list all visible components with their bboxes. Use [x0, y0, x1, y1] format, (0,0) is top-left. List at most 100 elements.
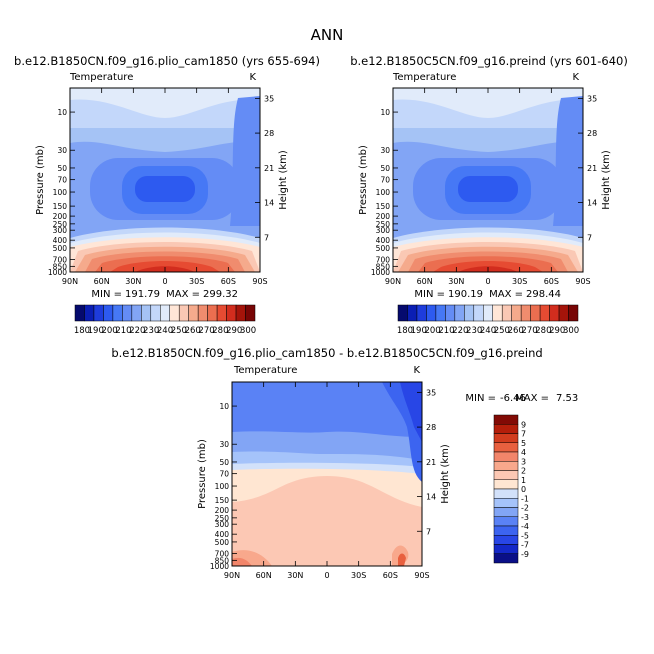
colorbar-label: -3: [521, 513, 529, 522]
colorbar-label: -7: [521, 541, 529, 550]
y-tick-label: 300: [215, 520, 230, 529]
y-tick-label: 70: [380, 176, 390, 185]
y-right-tick-label: 35: [587, 94, 597, 103]
colorbar-swatch: [493, 433, 519, 443]
colorbar-swatch: [511, 304, 522, 322]
colorbar-label: 3: [521, 457, 526, 466]
colorbar-label: 220: [452, 326, 468, 336]
colorbar-label: 9: [521, 420, 526, 429]
stat-max-value: 7.53: [556, 393, 578, 404]
region: [400, 382, 422, 442]
colorbar-swatch: [539, 304, 550, 322]
colorbar-swatch: [483, 304, 493, 322]
panel-preind: b.e12.B1850C5CN.f09_g16.preind (yrs 601-…: [350, 54, 628, 336]
y-tick-label: 100: [376, 188, 391, 197]
x-tick-label: 0: [324, 571, 329, 580]
colorbar-swatch: [84, 304, 95, 322]
colorbar-swatch: [454, 304, 465, 322]
y-tick-label: 50: [219, 458, 229, 467]
colorbar-label: 250: [171, 326, 187, 336]
colorbar-label: 0: [521, 485, 526, 494]
y-tick-label: 30: [57, 146, 67, 155]
y-tick-label: 300: [376, 226, 391, 235]
colorbar-label: -2: [521, 504, 529, 513]
colorbar-label: 240: [157, 326, 173, 336]
colorbar-label: 220: [129, 326, 145, 336]
y-tick-label: 10: [57, 108, 67, 117]
colorbar-swatch: [493, 516, 519, 527]
y-tick-label: 300: [53, 226, 68, 235]
colorbar-swatch: [493, 498, 519, 508]
x-tick-label: 60N: [417, 277, 433, 286]
colorbar-label: 180: [74, 326, 90, 336]
y-tick-label: 200: [376, 212, 391, 221]
x-tick-label: 90N: [385, 277, 401, 286]
colorbar-swatch: [93, 304, 104, 322]
colorbar-swatch: [493, 544, 519, 554]
stat-max-value: 298.44: [526, 289, 561, 300]
figure-title: ANN: [311, 26, 344, 44]
region: [232, 557, 252, 566]
heatmap-fill: [393, 88, 583, 272]
y-tick-label: 1000: [210, 562, 229, 571]
colorbar-swatch: [493, 461, 519, 471]
colorbar-swatch: [493, 535, 519, 545]
y-right-tick-label: 35: [264, 94, 274, 103]
stat-min-value: -6.46: [500, 393, 526, 404]
colorbar-swatch: [530, 304, 541, 322]
colorbar-swatch: [226, 304, 237, 322]
colorbar-swatch: [216, 304, 227, 322]
y-tick-label: 400: [376, 236, 391, 245]
stat-min-label: MIN =: [91, 289, 122, 300]
colorbar-swatch: [435, 304, 446, 322]
colorbar-label: -5: [521, 531, 529, 540]
units-label: K: [249, 72, 256, 83]
y-tick-label: 200: [215, 506, 230, 515]
x-tick-label: 30S: [189, 277, 204, 286]
colorbar-swatch: [150, 304, 161, 322]
y-axis-label: Pressure (mb): [358, 145, 369, 215]
colorbar-label: -1: [521, 494, 529, 503]
x-tick-label: 0: [485, 277, 490, 286]
x-tick-label: 30N: [125, 277, 141, 286]
y-tick-label: 100: [53, 188, 68, 197]
colorbar-swatch: [178, 304, 189, 322]
colorbar-swatch: [74, 304, 85, 322]
colorbar-swatch: [493, 470, 519, 480]
y-tick-label: 250: [215, 514, 230, 523]
panel-difference: b.e12.B1850CN.f09_g16.plio_cam1850 - b.e…: [111, 346, 578, 580]
x-tick-label: 60N: [256, 571, 272, 580]
panel-subtitle: b.e12.B1850CN.f09_g16.plio_cam1850 - b.e…: [111, 346, 542, 360]
colorbar-label: 1: [521, 476, 526, 485]
colorbar-label: 290: [549, 326, 565, 336]
region: [70, 88, 260, 118]
colorbar-swatch: [473, 304, 484, 322]
colorbar-swatch: [112, 304, 123, 322]
colorbar-label: 4: [521, 448, 526, 457]
y-right-tick-label: 21: [264, 164, 274, 173]
colorbar-label: 260: [185, 326, 201, 336]
colorbar-swatch: [549, 304, 560, 322]
colorbar-swatch: [426, 304, 437, 322]
y-tick-label: 250: [53, 220, 68, 229]
y-right-tick-label: 35: [426, 388, 436, 397]
colorbar-label: 270: [521, 326, 537, 336]
y-tick-label: 30: [380, 146, 390, 155]
colorbar-label: 5: [521, 439, 526, 448]
y-tick-label: 500: [376, 244, 391, 253]
x-tick-label: 90S: [414, 571, 429, 580]
heatmap-plot: 90N 60N 30N 0 30S 60S 90S103050701001502002503…: [35, 87, 289, 286]
region: [232, 510, 422, 566]
x-tick-label: 60S: [221, 277, 236, 286]
y-tick-label: 200: [53, 212, 68, 221]
y-right-tick-label: 14: [426, 493, 436, 502]
x-tick-label: 90S: [252, 277, 267, 286]
y-tick-label: 1000: [48, 268, 67, 277]
y-tick-label: 700: [376, 256, 391, 265]
colorbar-swatch: [501, 304, 512, 322]
units-label: K: [413, 365, 420, 376]
units-label: K: [572, 72, 579, 83]
heatmap-fill: [70, 88, 260, 272]
